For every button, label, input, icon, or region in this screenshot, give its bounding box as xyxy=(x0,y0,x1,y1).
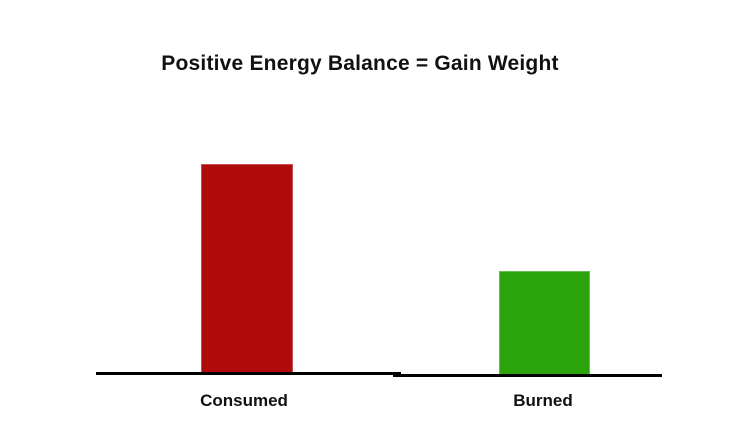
category-label-consumed: Consumed xyxy=(200,391,288,410)
x-axis-line-right-segment xyxy=(393,374,662,377)
bar-burned xyxy=(499,271,590,375)
category-label-burned: Burned xyxy=(513,391,573,410)
x-axis-line-left-segment xyxy=(96,372,401,375)
chart-title: Positive Energy Balance = Gain Weight xyxy=(161,52,559,75)
bar-consumed xyxy=(201,164,293,375)
